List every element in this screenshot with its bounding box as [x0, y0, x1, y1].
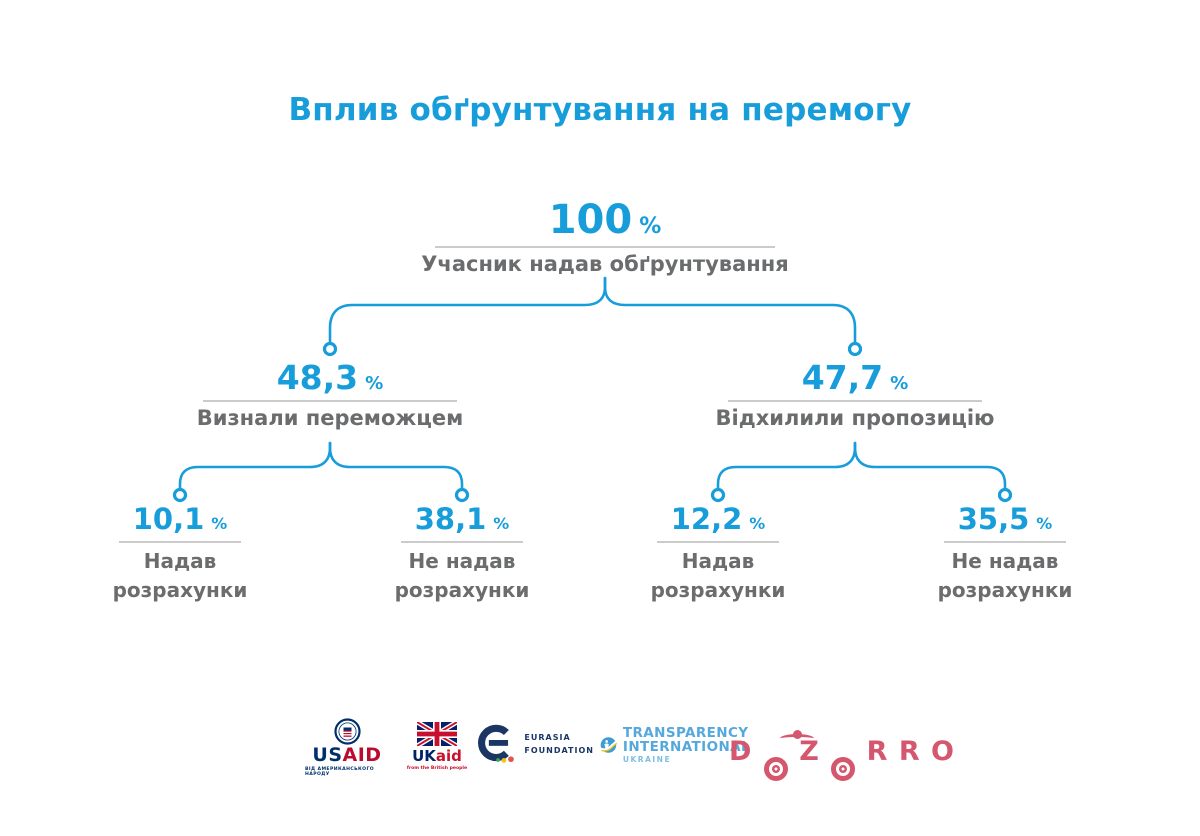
- winner-divider: [203, 399, 457, 402]
- dozorro-letter-z: Z: [799, 736, 820, 767]
- root-percent-value: 100: [548, 197, 633, 243]
- root-percent-sign: %: [639, 214, 662, 239]
- rejected-percent-sign: %: [890, 373, 909, 394]
- dozorro-letter-o: O: [931, 736, 955, 767]
- rejected-nocalc-label: Не надав розрахунки: [895, 547, 1115, 605]
- eurasia-wordmark: EURASIA FOUNDATION: [524, 732, 594, 758]
- winner-nocalc-percent-value: 38,1: [414, 502, 487, 536]
- dozorro-wordmark: D O Z O R R O: [729, 730, 955, 781]
- winner-anchor-dot: [322, 341, 338, 357]
- dozorro-logo: D O Z O R R O: [729, 730, 954, 781]
- winner-calc-label: Надав розрахунки: [70, 547, 290, 605]
- rejected-anchor-dot: [847, 341, 863, 357]
- ti-line2: INTERNATIONAL: [622, 739, 750, 756]
- node-winner: 48,3% Визнали переможцем: [180, 359, 480, 430]
- usaid-wordmark: USAID: [312, 745, 381, 766]
- ti-globe-icon: [600, 737, 617, 753]
- dozorro-lens-o-icon: O: [763, 757, 788, 781]
- root-divider: [435, 246, 775, 248]
- rejected-calc-label-line1: Надав: [681, 549, 755, 574]
- root-brace-right: [603, 276, 857, 344]
- rejected-calc-percent-sign: %: [749, 514, 766, 533]
- node-rejected: 47,7% Відхилили пропозицію: [705, 359, 1005, 430]
- transparency-international-logo: TRANSPARENCY INTERNATIONAL UKRAINE: [600, 726, 750, 764]
- node-rejected-calc: 12,2% Надав розрахунки: [608, 502, 828, 605]
- winner-calc-label-line1: Надав: [143, 549, 217, 574]
- dozorro-letter-r: R: [898, 736, 921, 767]
- winner-brace-right: [328, 441, 464, 490]
- ti-line1: TRANSPARENCY: [622, 725, 749, 741]
- ukaid-wordmark: UKaid: [412, 748, 462, 765]
- rejected-percent-value: 47,7: [801, 358, 884, 397]
- node-rejected-nocalc: 35,5% Не надав розрахунки: [895, 502, 1115, 605]
- usaid-seal-icon: [333, 718, 361, 745]
- eurasia-line2: FOUNDATION: [524, 746, 594, 755]
- usaid-logo: USAID ВІД АМЕРИКАНСЬКОГО НАРОДУ: [305, 718, 389, 777]
- rejected-nocalc-label-line1: Не надав: [951, 549, 1059, 574]
- ukaid-logo: UKaid from the British people: [402, 722, 472, 771]
- eurasia-line1: EURASIA: [524, 733, 571, 743]
- rejected-calc-anchor-dot: [710, 487, 726, 503]
- rejected-nocalc-label-line2: розрахунки: [937, 578, 1073, 603]
- node-winner-value: 48,3%: [180, 359, 480, 397]
- dozorro-letter-r: R: [866, 736, 889, 767]
- eurasia-foundation-logo: EURASIA FOUNDATION: [478, 722, 594, 768]
- rejected-calc-percent-value: 12,2: [670, 502, 743, 536]
- winner-nocalc-value: 38,1%: [352, 502, 572, 536]
- union-jack-icon: [417, 722, 457, 746]
- winner-calc-percent-sign: %: [211, 514, 228, 533]
- ukaid-aid-text: aid: [435, 747, 462, 765]
- dozorro-lens-o-icon: O: [831, 757, 856, 781]
- eurasia-e-icon: [478, 724, 514, 763]
- rejected-brace-right: [853, 441, 1007, 490]
- winner-nocalc-anchor-dot: [454, 487, 470, 503]
- node-winner-nocalc: 38,1% Не надав розрахунки: [352, 502, 572, 605]
- winner-percent-value: 48,3: [276, 358, 359, 397]
- root-brace-left: [328, 276, 607, 344]
- winner-percent-sign: %: [365, 373, 384, 394]
- page-title: Вплив обґрунтування на перемогу: [288, 92, 912, 128]
- ti-ukraine-text: UKRAINE: [622, 755, 672, 765]
- rejected-nocalc-percent-value: 35,5: [957, 502, 1030, 536]
- dozorro-letter-d: D: [729, 736, 753, 767]
- rejected-nocalc-percent-sign: %: [1036, 514, 1053, 533]
- winner-calc-label-line2: розрахунки: [112, 578, 248, 603]
- dozorro-binocular-bridge-icon: [780, 730, 815, 740]
- winner-calc-value: 10,1%: [70, 502, 290, 536]
- node-root: 100% Учасник надав обґрунтування: [405, 197, 805, 276]
- partner-logos-row: USAID ВІД АМЕРИКАНСЬКОГО НАРОДУ UKaid fr…: [0, 712, 1200, 792]
- winner-calc-anchor-dot: [172, 487, 188, 503]
- ti-wordmark: TRANSPARENCY INTERNATIONAL UKRAINE: [623, 726, 750, 764]
- rejected-divider: [728, 399, 982, 402]
- rejected-calc-label-line2: розрахунки: [650, 578, 786, 603]
- winner-nocalc-divider: [401, 541, 523, 544]
- node-root-value: 100%: [405, 197, 805, 243]
- usaid-aid-text: AID: [342, 744, 382, 766]
- rejected-nocalc-divider: [944, 541, 1066, 544]
- node-rejected-value: 47,7%: [705, 359, 1005, 397]
- rejected-calc-divider: [657, 541, 779, 544]
- winner-nocalc-percent-sign: %: [493, 514, 510, 533]
- winner-calc-percent-value: 10,1: [132, 502, 205, 536]
- winner-calc-divider: [119, 541, 241, 544]
- rejected-brace-left: [716, 441, 857, 490]
- ukaid-tagline: from the British people: [406, 765, 468, 771]
- winner-nocalc-label-line1: Не надав: [408, 549, 516, 574]
- winner-brace-left: [178, 441, 332, 490]
- rejected-nocalc-anchor-dot: [997, 487, 1013, 503]
- ukaid-uk-text: UK: [412, 747, 436, 765]
- winner-nocalc-label: Не надав розрахунки: [352, 547, 572, 605]
- node-rejected-label: Відхилили пропозицію: [715, 405, 995, 430]
- rejected-calc-label: Надав розрахунки: [608, 547, 828, 605]
- usaid-us-text: US: [312, 744, 343, 766]
- usaid-tagline: ВІД АМЕРИКАНСЬКОГО НАРОДУ: [305, 766, 375, 777]
- node-winner-label: Визнали переможцем: [196, 405, 464, 430]
- rejected-calc-value: 12,2%: [608, 502, 828, 536]
- rejected-nocalc-value: 35,5%: [895, 502, 1115, 536]
- winner-nocalc-label-line2: розрахунки: [394, 578, 530, 603]
- node-root-label: Учасник надав обґрунтування: [421, 252, 789, 276]
- node-winner-calc: 10,1% Надав розрахунки: [70, 502, 290, 605]
